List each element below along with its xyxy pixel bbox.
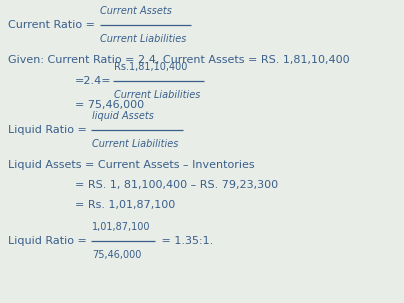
Text: Rs.1,81,10,400: Rs.1,81,10,400	[114, 62, 187, 72]
Text: = Rs. 1,01,87,100: = Rs. 1,01,87,100	[75, 200, 175, 210]
Text: Current Liabilities: Current Liabilities	[114, 90, 200, 100]
Text: 1,01,87,100: 1,01,87,100	[93, 222, 151, 232]
Text: Current Liabilities: Current Liabilities	[101, 34, 187, 44]
Text: Current Ratio =: Current Ratio =	[8, 20, 99, 30]
Text: Current Assets: Current Assets	[101, 6, 173, 16]
Text: Current Liabilities: Current Liabilities	[93, 139, 179, 149]
Text: liquid Assets: liquid Assets	[93, 111, 154, 121]
Text: Given: Current Ratio = 2.4, Current Assets = RS. 1,81,10,400: Given: Current Ratio = 2.4, Current Asse…	[8, 55, 349, 65]
Text: = 75,46,000: = 75,46,000	[75, 100, 144, 110]
Text: = 1.35:1.: = 1.35:1.	[158, 236, 213, 246]
Text: =2.4=: =2.4=	[75, 76, 112, 86]
Text: Liquid Assets = Current Assets – Inventories: Liquid Assets = Current Assets – Invento…	[8, 160, 255, 170]
Text: 75,46,000: 75,46,000	[93, 250, 142, 260]
Text: Liquid Ratio =: Liquid Ratio =	[8, 236, 90, 246]
Text: Liquid Ratio =: Liquid Ratio =	[8, 125, 90, 135]
Text: = RS. 1, 81,100,400 – RS. 79,23,300: = RS. 1, 81,100,400 – RS. 79,23,300	[75, 180, 278, 190]
